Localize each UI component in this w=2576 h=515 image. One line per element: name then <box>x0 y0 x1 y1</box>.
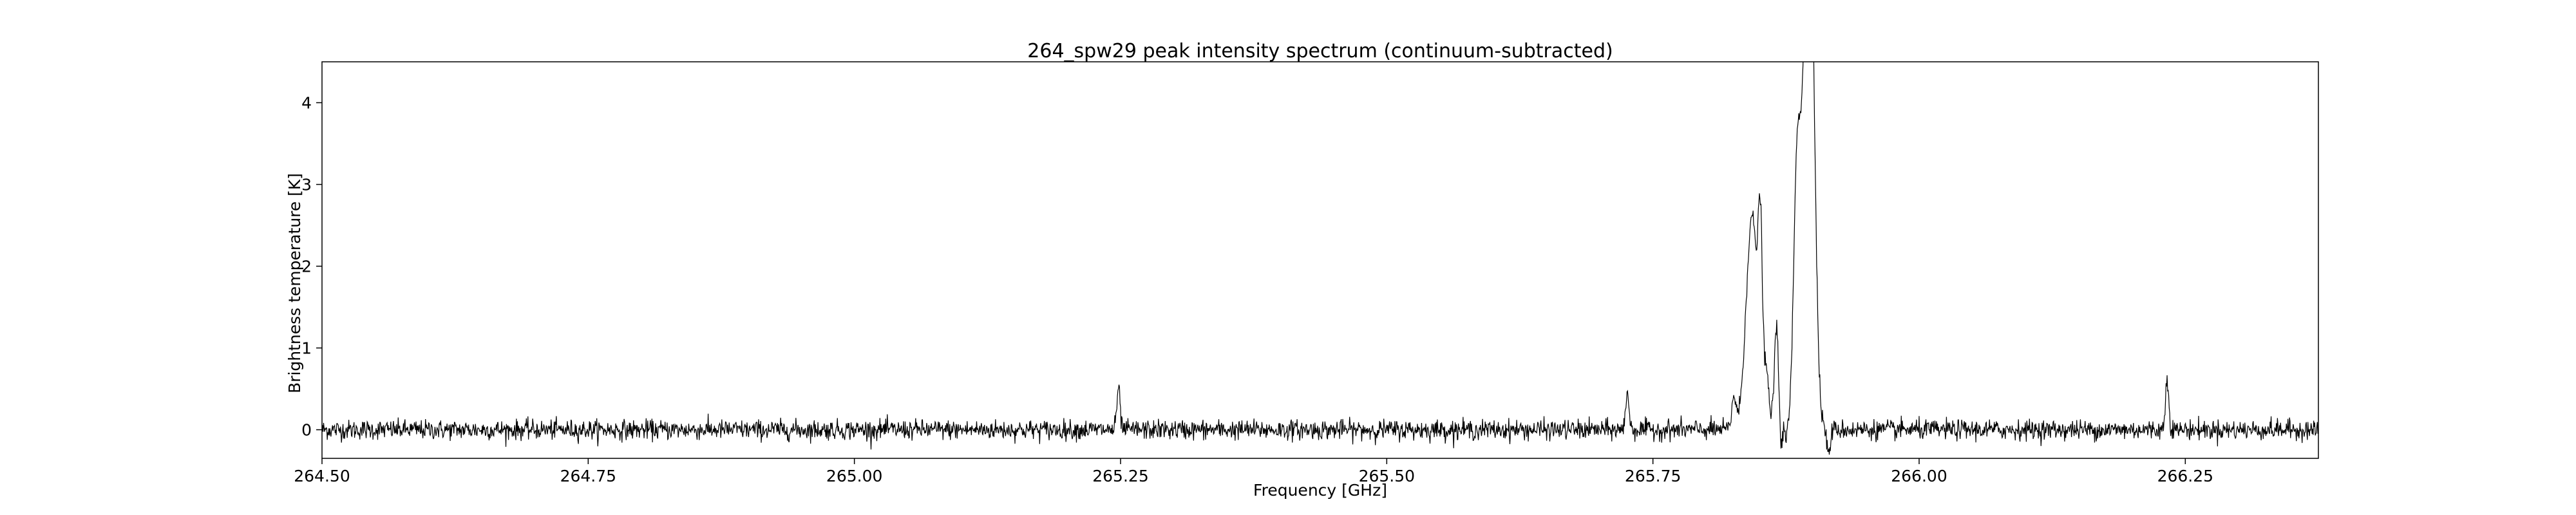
y-tick-label: 3 <box>301 176 312 194</box>
x-tick-label: 265.50 <box>1359 467 1415 485</box>
x-tick-label: 265.00 <box>826 467 882 485</box>
y-axis-title: Brightness temperature [K] <box>285 173 304 393</box>
y-tick-label: 4 <box>301 94 312 113</box>
y-tick-label: 0 <box>301 421 312 440</box>
x-tick-label: 264.75 <box>560 467 616 485</box>
plot-frame <box>321 61 2319 459</box>
x-tick-label: 266.00 <box>1891 467 1947 485</box>
y-axis-ticks: 0 1 2 3 4 <box>301 94 322 440</box>
x-tick-label: 265.25 <box>1092 467 1148 485</box>
x-axis-title: Frequency [GHz] <box>1253 481 1387 500</box>
x-tick-label: 265.75 <box>1625 467 1681 485</box>
spectrum-line <box>322 62 2318 455</box>
x-tick-label: 264.50 <box>294 467 350 485</box>
plot-area <box>322 62 2318 455</box>
x-tick-label: 266.25 <box>2157 467 2213 485</box>
chart-title: 264_spw29 peak intensity spectrum (conti… <box>1027 40 1613 62</box>
y-tick-label: 1 <box>301 339 312 358</box>
x-axis-ticks: 264.50 264.75 265.00 265.25 265.50 265.75 266.… <box>294 458 2213 485</box>
y-tick-label: 2 <box>301 258 312 276</box>
